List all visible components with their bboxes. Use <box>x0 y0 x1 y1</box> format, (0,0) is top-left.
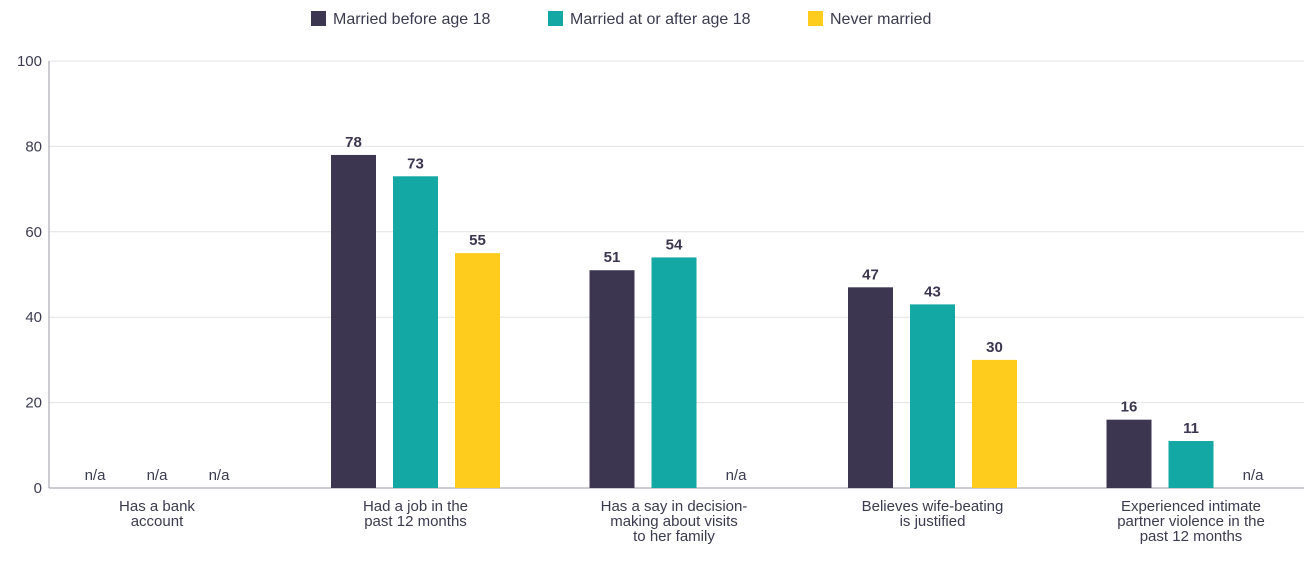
legend: Married before age 18 Married at or after… <box>311 11 931 28</box>
x-category-label-3: Believes wife-beating is justified <box>862 498 1004 530</box>
legend-label-1: Married at or after age 18 <box>570 11 751 28</box>
bar-1-0 <box>331 154 376 488</box>
x-category-label-line: Has a bank <box>119 498 195 515</box>
bar-4-1 <box>1168 441 1214 488</box>
x-category-label-0: Has a bank account <box>119 498 195 530</box>
bar-2-0 <box>589 270 635 488</box>
data-label-1-0: 78 <box>345 134 362 151</box>
x-category-label-line: account <box>131 513 184 530</box>
x-category-label-line: past 12 months <box>1140 528 1243 545</box>
gridlines <box>48 60 1304 489</box>
x-category-label-1: Had a job in the past 12 months <box>363 498 468 530</box>
y-axis-ticks: 0 20 40 60 80 100 <box>17 53 42 497</box>
bar-3-2 <box>972 359 1017 488</box>
na-label-4-2: n/a <box>1243 467 1265 484</box>
na-label-0-0: n/a <box>85 467 107 484</box>
x-category-label-line: Has a say in decision- <box>601 498 748 515</box>
bar-3-0 <box>848 287 893 488</box>
legend-label-2: Never married <box>830 11 931 28</box>
legend-swatch-0 <box>311 11 326 26</box>
y-tick-label-100: 100 <box>17 53 42 70</box>
data-label-2-1: 54 <box>666 236 683 253</box>
data-labels: n/a n/a n/a 78 73 55 51 54 n/a 47 43 30 16 11 n/a <box>85 134 1265 484</box>
x-category-label-line: Believes wife-beating <box>862 498 1004 515</box>
bar-3-1 <box>910 304 955 488</box>
x-category-label-line: making about visits <box>610 513 738 530</box>
data-label-3-0: 47 <box>862 266 879 283</box>
data-label-4-0: 16 <box>1121 399 1138 416</box>
y-tick-label-0: 0 <box>34 480 42 497</box>
x-category-label-line: past 12 months <box>364 513 467 530</box>
x-category-label-4: Experienced intimate partner violence in … <box>1117 498 1265 545</box>
x-category-label-line: partner violence in the <box>1117 513 1265 530</box>
na-label-2-2: n/a <box>726 467 748 484</box>
y-tick-label-60: 60 <box>25 224 42 241</box>
bar-2-1 <box>651 257 697 488</box>
data-label-4-1: 11 <box>1183 420 1199 437</box>
data-label-2-0: 51 <box>604 249 621 266</box>
data-label-1-1: 73 <box>407 155 424 172</box>
y-tick-label-20: 20 <box>25 395 42 412</box>
x-category-label-line: Had a job in the <box>363 498 468 515</box>
x-category-label-2: Has a say in decision-making about visit… <box>601 498 748 545</box>
bars <box>331 154 1214 489</box>
na-label-0-2: n/a <box>209 467 231 484</box>
y-tick-label-80: 80 <box>25 138 42 155</box>
x-category-label-line: to her family <box>633 528 715 545</box>
bar-1-1 <box>393 176 438 489</box>
na-label-0-1: n/a <box>147 467 169 484</box>
x-category-label-line: Experienced intimate <box>1121 498 1261 515</box>
data-label-3-1: 43 <box>924 283 941 300</box>
y-tick-label-40: 40 <box>25 309 42 326</box>
legend-swatch-2 <box>808 11 823 26</box>
legend-swatch-1 <box>548 11 563 26</box>
data-label-3-2: 30 <box>986 339 1003 356</box>
bar-4-0 <box>1106 419 1152 488</box>
data-label-1-2: 55 <box>469 232 486 249</box>
x-category-label-line: is justified <box>900 513 966 530</box>
bar-1-2 <box>455 253 500 488</box>
legend-label-0: Married before age 18 <box>333 11 491 28</box>
